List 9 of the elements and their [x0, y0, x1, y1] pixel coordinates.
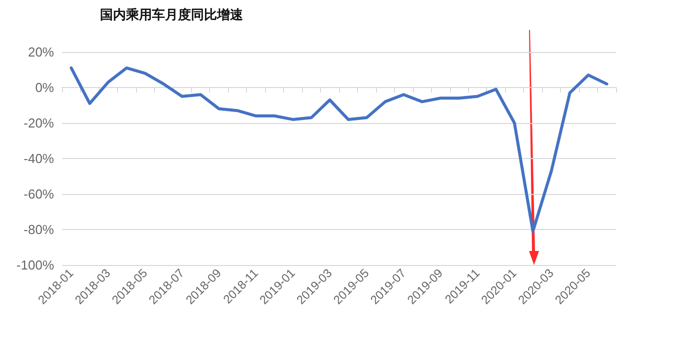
y-tick-label: -60% — [24, 186, 54, 202]
y-tick-label: -100% — [16, 258, 54, 272]
y-tick-label: -20% — [24, 116, 54, 130]
y-tick-label: -80% — [24, 222, 54, 237]
y-tick-label: 20% — [28, 44, 54, 60]
chart-title: 国内乘用车月度同比增速 — [100, 7, 244, 23]
y-tick-label: 0% — [35, 80, 54, 95]
y-tick-label: -40% — [24, 151, 54, 166]
line-series — [70, 66, 608, 233]
